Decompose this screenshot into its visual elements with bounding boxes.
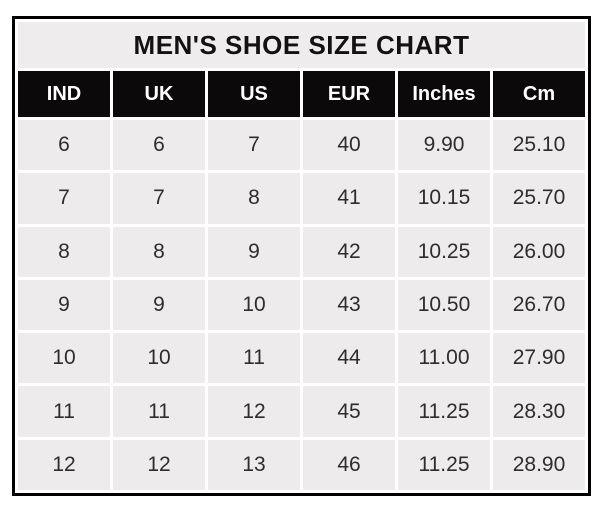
size-chart-head: MEN'S SHOE SIZE CHART IND UK US EUR Inches Cm bbox=[18, 22, 585, 117]
cell-cm: 25.70 bbox=[493, 173, 585, 224]
cell-uk: 6 bbox=[113, 120, 205, 171]
table-row: 8 8 9 42 10.25 26.00 bbox=[18, 226, 585, 277]
cell-us: 7 bbox=[208, 120, 300, 171]
title-row: MEN'S SHOE SIZE CHART bbox=[18, 22, 585, 68]
cell-inches: 9.90 bbox=[398, 120, 490, 171]
cell-cm: 28.30 bbox=[493, 386, 585, 437]
cell-us: 12 bbox=[208, 386, 300, 437]
cell-eur: 46 bbox=[303, 439, 395, 490]
cell-ind: 8 bbox=[18, 226, 110, 277]
cell-cm: 27.90 bbox=[493, 333, 585, 384]
cell-inches: 11.00 bbox=[398, 333, 490, 384]
column-header-cm: Cm bbox=[493, 71, 585, 117]
header-row: IND UK US EUR Inches Cm bbox=[18, 71, 585, 117]
cell-us: 9 bbox=[208, 226, 300, 277]
cell-uk: 8 bbox=[113, 226, 205, 277]
column-header-ind: IND bbox=[18, 71, 110, 117]
cell-uk: 9 bbox=[113, 279, 205, 331]
cell-uk: 7 bbox=[113, 173, 205, 224]
table-row: 6 6 7 40 9.90 25.10 bbox=[18, 120, 585, 171]
cell-cm: 25.10 bbox=[493, 120, 585, 171]
cell-ind: 10 bbox=[18, 333, 110, 384]
chart-title: MEN'S SHOE SIZE CHART bbox=[18, 22, 585, 68]
cell-eur: 40 bbox=[303, 120, 395, 171]
column-header-eur: EUR bbox=[303, 71, 395, 117]
cell-cm: 28.90 bbox=[493, 439, 585, 490]
table-row: 7 7 8 41 10.15 25.70 bbox=[18, 173, 585, 224]
cell-cm: 26.70 bbox=[493, 279, 585, 331]
cell-us: 8 bbox=[208, 173, 300, 224]
column-header-inches: Inches bbox=[398, 71, 490, 117]
cell-eur: 44 bbox=[303, 333, 395, 384]
cell-us: 13 bbox=[208, 439, 300, 490]
table-row: 12 12 13 46 11.25 28.90 bbox=[18, 439, 585, 490]
cell-eur: 42 bbox=[303, 226, 395, 277]
table-row: 9 9 10 43 10.50 26.70 bbox=[18, 279, 585, 331]
cell-uk: 11 bbox=[113, 386, 205, 437]
table-row: 11 11 12 45 11.25 28.30 bbox=[18, 386, 585, 437]
size-chart-table: MEN'S SHOE SIZE CHART IND UK US EUR Inches Cm… bbox=[15, 19, 588, 493]
cell-us: 10 bbox=[208, 279, 300, 331]
cell-ind: 9 bbox=[18, 279, 110, 331]
size-chart-body: 6 6 7 40 9.90 25.10 7 7 8 41 10.15 25.70 8 8 9 42 10.25 2… bbox=[18, 120, 585, 490]
cell-inches: 10.15 bbox=[398, 173, 490, 224]
cell-ind: 6 bbox=[18, 120, 110, 171]
cell-cm: 26.00 bbox=[493, 226, 585, 277]
cell-eur: 45 bbox=[303, 386, 395, 437]
shoe-size-chart: MEN'S SHOE SIZE CHART IND UK US EUR Inches Cm… bbox=[12, 16, 591, 496]
table-row: 10 10 11 44 11.00 27.90 bbox=[18, 333, 585, 384]
cell-uk: 12 bbox=[113, 439, 205, 490]
cell-inches: 11.25 bbox=[398, 439, 490, 490]
cell-inches: 11.25 bbox=[398, 386, 490, 437]
cell-ind: 11 bbox=[18, 386, 110, 437]
cell-ind: 7 bbox=[18, 173, 110, 224]
cell-inches: 10.25 bbox=[398, 226, 490, 277]
column-header-uk: UK bbox=[113, 71, 205, 117]
cell-inches: 10.50 bbox=[398, 279, 490, 331]
cell-us: 11 bbox=[208, 333, 300, 384]
cell-eur: 43 bbox=[303, 279, 395, 331]
cell-ind: 12 bbox=[18, 439, 110, 490]
column-header-us: US bbox=[208, 71, 300, 117]
cell-eur: 41 bbox=[303, 173, 395, 224]
cell-uk: 10 bbox=[113, 333, 205, 384]
